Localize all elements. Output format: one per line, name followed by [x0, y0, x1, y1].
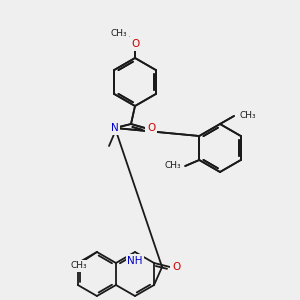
Text: NH: NH [127, 256, 143, 266]
Text: CH₃: CH₃ [111, 29, 127, 38]
Text: CH₃: CH₃ [165, 161, 181, 170]
Text: O: O [147, 123, 155, 133]
Text: CH₃: CH₃ [70, 262, 87, 271]
Text: N: N [111, 123, 119, 133]
Text: O: O [147, 123, 155, 133]
Text: CH₃: CH₃ [111, 29, 127, 38]
Text: CH₃: CH₃ [240, 112, 256, 121]
Text: N: N [111, 123, 119, 133]
Text: O: O [131, 39, 139, 49]
Text: CH₃: CH₃ [165, 161, 181, 170]
Text: N: N [111, 123, 119, 133]
Text: O: O [172, 262, 180, 272]
Text: CH₃: CH₃ [240, 112, 256, 121]
Text: O: O [131, 39, 139, 49]
